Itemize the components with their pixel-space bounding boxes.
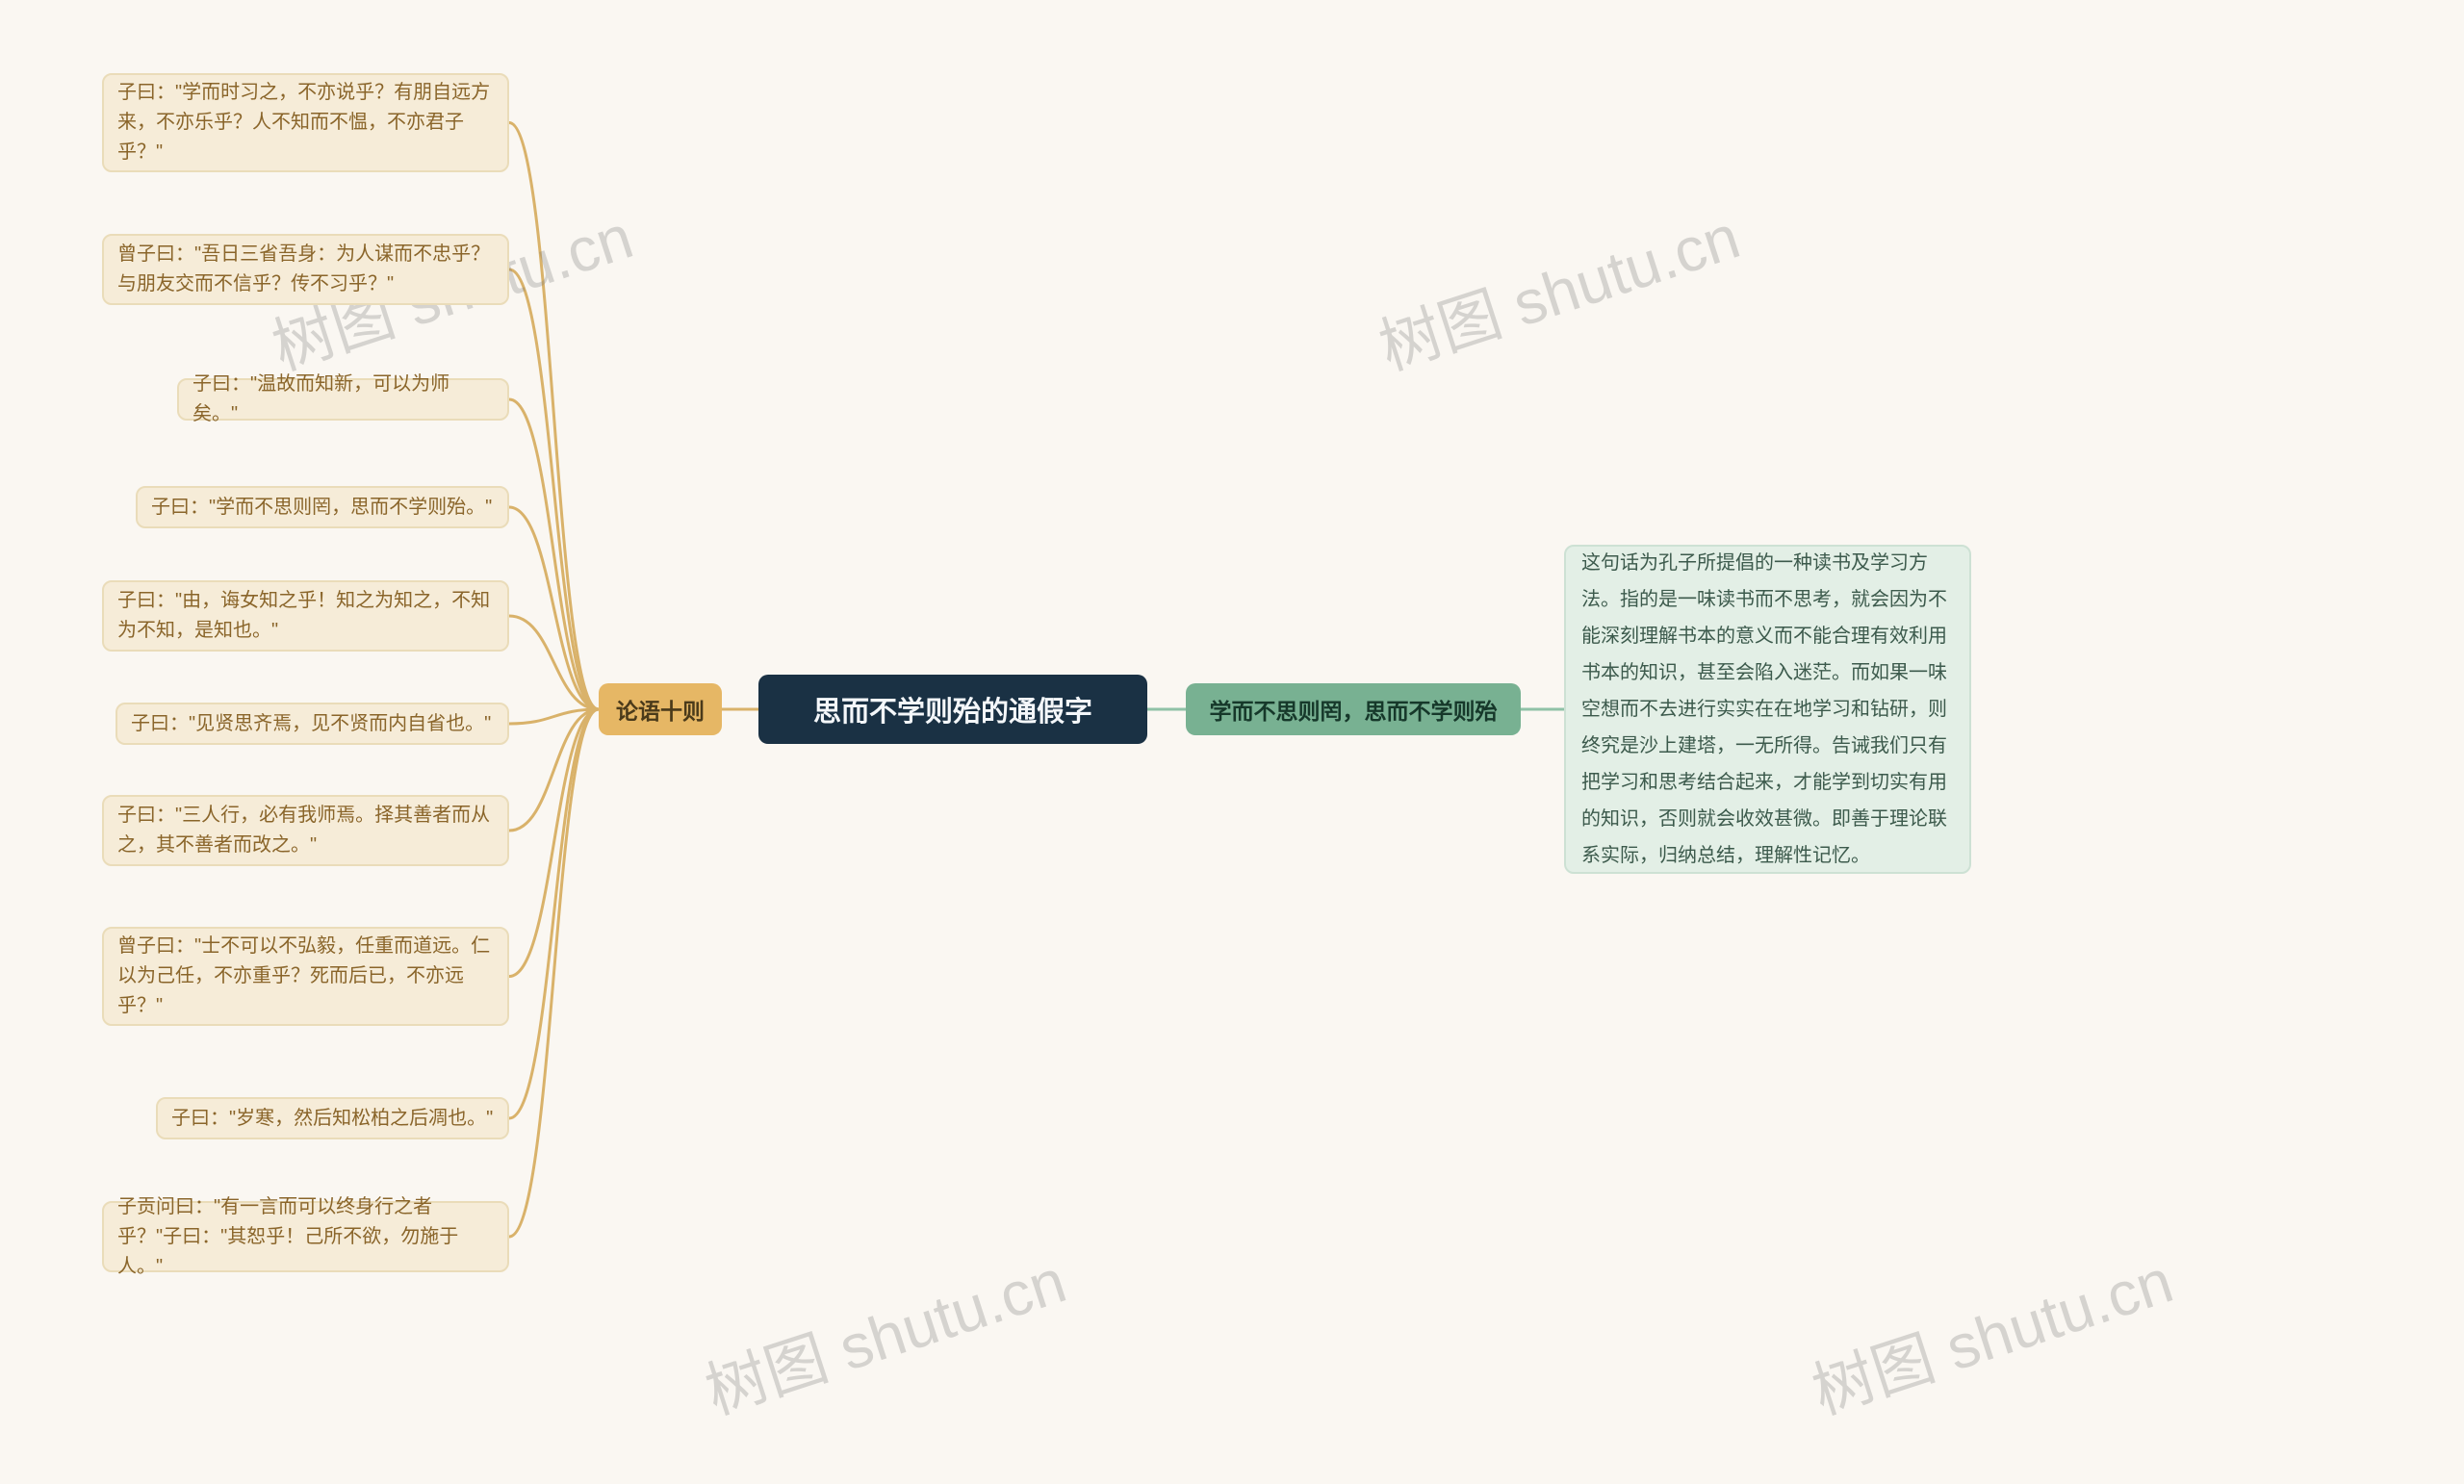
left-leaf-text: 子曰："岁寒，然后知松柏之后凋也。": [158, 1104, 507, 1134]
left-leaf-text: 子曰："学而不思则罔，思而不学则殆。": [138, 493, 507, 523]
left-leaf: 子贡问曰："有一言而可以终身行之者乎？"子曰："其恕乎！己所不欲，勿施于人。": [102, 1201, 509, 1272]
watermark: 树图 shutu.cn: [1367, 188, 1749, 387]
right-leaf: 这句话为孔子所提倡的一种读书及学习方法。指的是一味读书而不思考，就会因为不能深刻…: [1564, 545, 1971, 874]
root-label: 思而不学则殆的通假字: [813, 689, 1092, 729]
left-leaf: 曾子曰："士不可以不弘毅，任重而道远。仁以为己任，不亦重乎？死而后已，不亦远乎？…: [102, 927, 509, 1026]
left-leaf: 子曰："岁寒，然后知松柏之后凋也。": [156, 1097, 509, 1139]
left-leaf: 子曰："温故而知新，可以为师矣。": [177, 378, 509, 421]
left-leaf: 子曰："学而时习之，不亦说乎？有朋自远方来，不亦乐乎？人不知而不愠，不亦君子乎？…: [102, 73, 509, 172]
left-leaf: 曾子曰："吾日三省吾身：为人谋而不忠乎？与朋友交而不信乎？传不习乎？": [102, 234, 509, 305]
left-leaf: 子曰："见贤思齐焉，见不贤而内自省也。": [116, 703, 509, 745]
branch-label-right: 学而不思则罔，思而不学则殆: [1186, 683, 1521, 735]
left-leaf-text: 曾子曰："吾日三省吾身：为人谋而不忠乎？与朋友交而不信乎？传不习乎？": [104, 240, 507, 299]
branch-label-right-text: 学而不思则罔，思而不学则殆: [1210, 693, 1498, 726]
connector: [509, 709, 599, 977]
watermark: 树图 shutu.cn: [1800, 1232, 2182, 1431]
left-leaf-text: 子曰："温故而知新，可以为师矣。": [179, 370, 507, 429]
connector: [509, 507, 599, 709]
left-leaf-text: 子曰："学而时习之，不亦说乎？有朋自远方来，不亦乐乎？人不知而不愠，不亦君子乎？…: [104, 78, 507, 167]
branch-label-left-text: 论语十则: [616, 693, 705, 726]
right-leaf-text: 这句话为孔子所提倡的一种读书及学习方法。指的是一味读书而不思考，就会因为不能深刻…: [1566, 527, 1969, 891]
left-leaf: 子曰："由，诲女知之乎！知之为知之，不知为不知，是知也。": [102, 580, 509, 652]
left-leaf: 子曰："学而不思则罔，思而不学则殆。": [136, 486, 509, 528]
left-leaf: 子曰："三人行，必有我师焉。择其善者而从之，其不善者而改之。": [102, 795, 509, 866]
root-node: 思而不学则殆的通假字: [758, 675, 1147, 744]
left-leaf-text: 曾子曰："士不可以不弘毅，任重而道远。仁以为己任，不亦重乎？死而后已，不亦远乎？…: [104, 932, 507, 1021]
branch-label-left: 论语十则: [599, 683, 722, 735]
connector: [509, 709, 599, 1237]
connector: [509, 709, 599, 724]
watermark: 树图 shutu.cn: [693, 1232, 1075, 1431]
left-leaf-text: 子曰："由，诲女知之乎！知之为知之，不知为不知，是知也。": [104, 586, 507, 646]
connector: [509, 616, 599, 709]
connector: [509, 399, 599, 709]
mindmap-canvas: 树图 shutu.cn树图 shutu.cn树图 shutu.cn树图 shut…: [0, 0, 2464, 1484]
connector: [509, 709, 599, 831]
connector: [509, 123, 599, 710]
connector: [509, 269, 599, 709]
connector: [509, 709, 599, 1118]
left-leaf-text: 子曰："三人行，必有我师焉。择其善者而从之，其不善者而改之。": [104, 801, 507, 860]
left-leaf-text: 子贡问曰："有一言而可以终身行之者乎？"子曰："其恕乎！己所不欲，勿施于人。": [104, 1192, 507, 1282]
left-leaf-text: 子曰："见贤思齐焉，见不贤而内自省也。": [117, 709, 507, 739]
